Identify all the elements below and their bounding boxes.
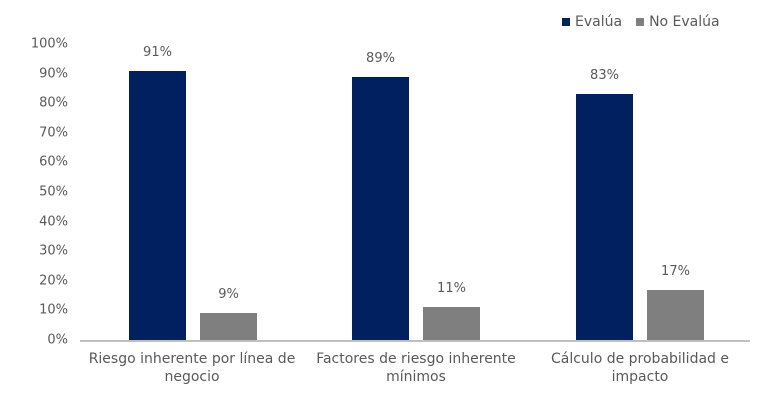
legend-swatch-no-evalua [636, 18, 645, 26]
legend-swatch-evalua [562, 18, 570, 26]
y-tick-label: 50% [39, 184, 68, 200]
x-label-line: Cálculo de probabilidad e [550, 351, 729, 367]
bar-value-label: 9% [218, 287, 239, 303]
x-axis-line [80, 340, 750, 342]
bar-no-evalua [200, 313, 257, 340]
y-tick-label: 40% [39, 214, 68, 230]
legend-item-no-evalua: No Evalúa [636, 14, 720, 30]
x-label-line: impacto [611, 369, 669, 385]
y-tick-label: 10% [39, 302, 68, 318]
x-label-line: Factores de riesgo inherente [316, 351, 516, 367]
x-category-label: Riesgo inherente por línea de negocio [81, 350, 303, 386]
bar-no-evalua [647, 289, 704, 340]
bar-evalua [576, 94, 633, 340]
legend-label-no-evalua: No Evalúa [649, 14, 720, 30]
bar-value-label: 89% [366, 50, 395, 66]
bar-evalua [129, 70, 186, 340]
y-tick-label: 60% [39, 154, 68, 170]
legend-label-evalua: Evalúa [575, 14, 623, 30]
bar-value-label: 11% [437, 281, 466, 297]
y-tick-label: 100% [30, 36, 68, 52]
y-tick-label: 90% [39, 66, 68, 82]
x-label-line: negocio [164, 369, 220, 385]
x-category-label: Cálculo de probabilidad e impacto [529, 350, 751, 386]
y-tick-label: 70% [39, 125, 68, 141]
y-tick-label: 30% [39, 243, 68, 259]
bar-value-label: 83% [590, 68, 619, 84]
bar-value-label: 91% [143, 44, 172, 60]
y-tick-label: 0% [47, 332, 68, 348]
y-tick-label: 20% [39, 273, 68, 289]
x-category-label: Factores de riesgo inherente mínimos [305, 350, 527, 386]
bar-value-label: 17% [661, 263, 690, 279]
x-label-line: Riesgo inherente por línea de [88, 351, 296, 367]
bar-evalua [352, 76, 409, 340]
x-label-line: mínimos [386, 369, 446, 385]
bar-no-evalua [423, 307, 480, 340]
y-tick-label: 80% [39, 95, 68, 111]
chart-legend: Evalúa No Evalúa [562, 14, 720, 30]
legend-item-evalua: Evalúa [562, 14, 622, 30]
